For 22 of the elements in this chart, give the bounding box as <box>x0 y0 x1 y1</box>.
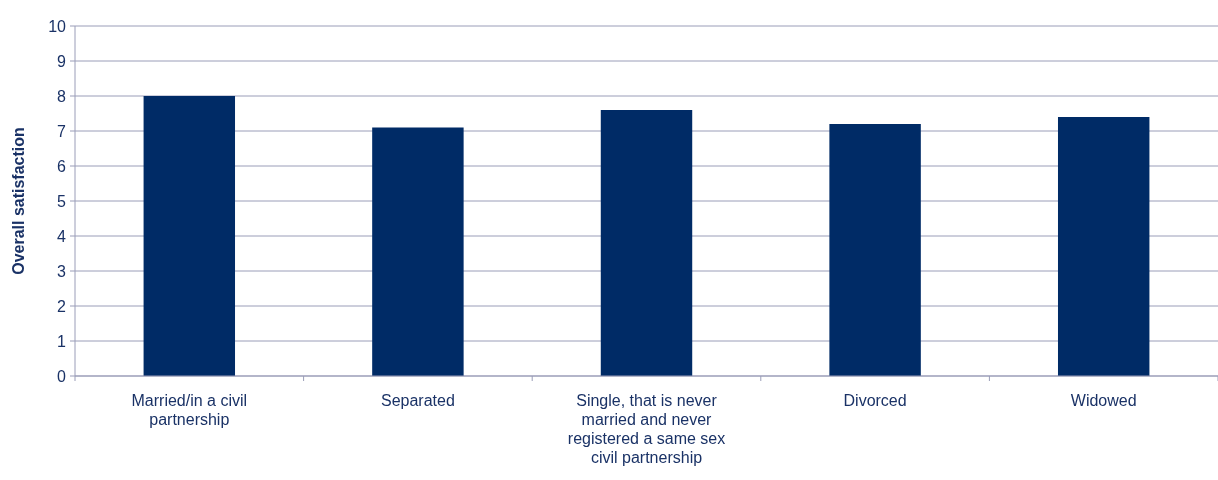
x-tick-label: Single, that is never married and never registered a same sex civil partnership <box>567 392 726 466</box>
y-tick-label: 8 <box>57 87 67 105</box>
x-tick-label: Widowed <box>1070 392 1137 409</box>
bar <box>600 110 693 376</box>
x-tick-label: Divorced <box>843 392 907 409</box>
y-tick-label: 6 <box>57 157 67 175</box>
bar <box>143 96 236 376</box>
y-tick-label: 7 <box>57 122 67 140</box>
bar <box>372 127 464 376</box>
bar <box>829 124 921 376</box>
y-tick-label: 2 <box>57 297 67 315</box>
x-tick-label: Married/in a civil partnership <box>131 392 248 428</box>
y-axis-title: Overall satisfaction <box>10 127 27 275</box>
y-tick-label: 0 <box>57 367 67 385</box>
y-tick-label: 5 <box>57 192 67 210</box>
x-tick-label: Separated <box>380 392 455 409</box>
y-tick-label: 4 <box>57 227 67 245</box>
y-tick-label: 10 <box>48 17 67 35</box>
y-tick-label: 9 <box>57 52 67 70</box>
y-tick-label: 3 <box>57 262 67 280</box>
y-tick-label: 1 <box>57 332 67 350</box>
bar <box>1057 117 1150 376</box>
